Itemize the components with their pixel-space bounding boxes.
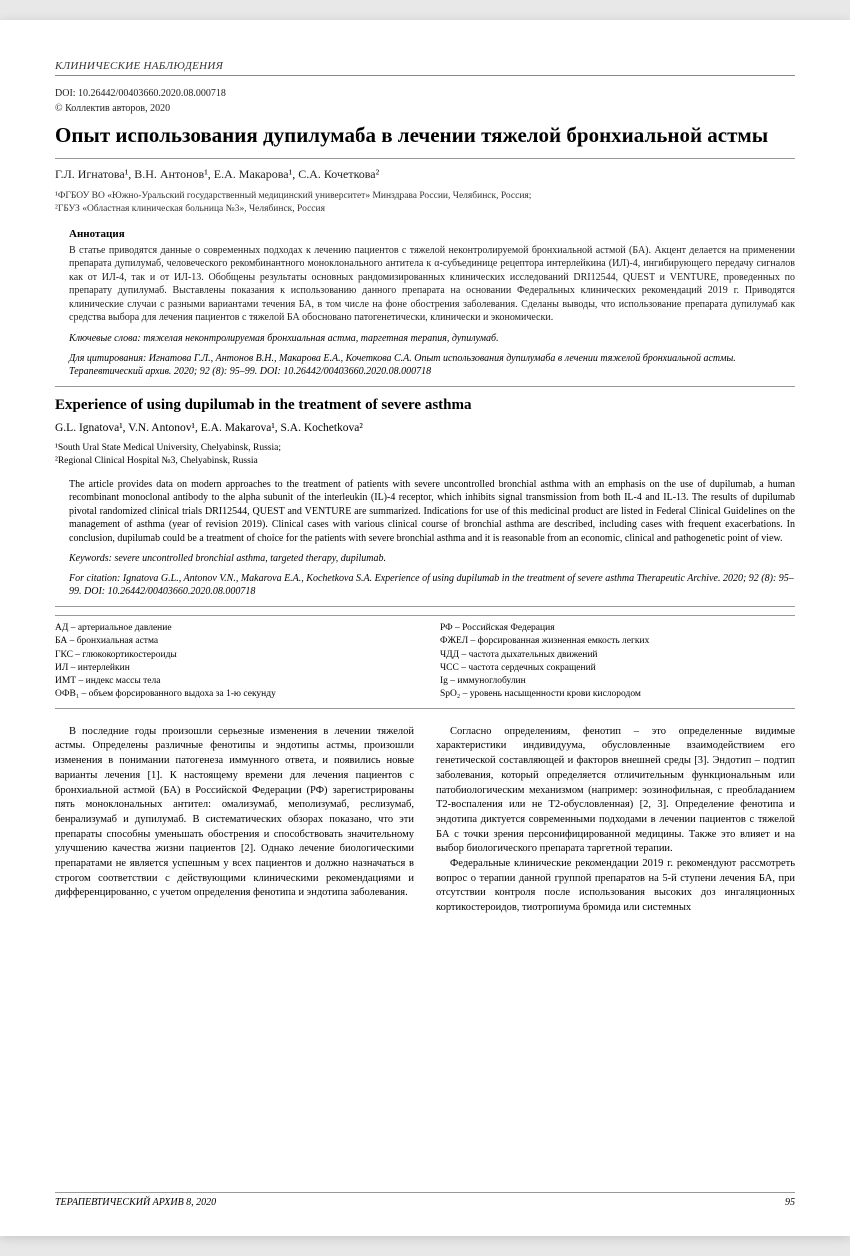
footer-page-number: 95 xyxy=(785,1197,795,1208)
body-paragraph: В последние годы произошли серьезные изм… xyxy=(55,725,414,901)
affil-line: ²Regional Clinical Hospital №3, Chelyabi… xyxy=(55,455,795,468)
affil-line: ²ГБУЗ «Областная клиническая больница №3… xyxy=(55,203,795,216)
page-footer: ТЕРАПЕВТИЧЕСКИЙ АРХИВ 8, 2020 95 xyxy=(55,1192,795,1208)
divider xyxy=(55,386,795,387)
keywords-ru: Ключевые слова: тяжелая неконтролируемая… xyxy=(55,333,795,344)
footer-journal: ТЕРАПЕВТИЧЕСКИЙ АРХИВ 8, 2020 xyxy=(55,1197,216,1208)
citation-en: For citation: Ignatova G.L., Antonov V.N… xyxy=(55,572,795,598)
affil-line: ¹South Ural State Medical University, Ch… xyxy=(55,442,795,455)
affil-line: ¹ФГБОУ ВО «Южно-Уральский государственны… xyxy=(55,190,795,203)
abstract-ru: В статье приводятся данные о современных… xyxy=(55,244,795,325)
abbrev-item: ЧДД – частота дыхательных движений xyxy=(440,649,795,662)
abbrev-item: ОФВ₁ – объем форсированного выдоха за 1-… xyxy=(55,688,410,701)
body-col-left: В последние годы произошли серьезные изм… xyxy=(55,725,414,916)
authors-ru: Г.Л. Игнатова¹, В.Н. Антонов¹, Е.А. Мака… xyxy=(55,167,795,182)
abbrev-item: ЧСС – частота сердечных сокращений xyxy=(440,662,795,675)
abstract-en: The article provides data on modern appr… xyxy=(55,478,795,546)
abbrev-item: ИМТ – индекс массы тела xyxy=(55,675,410,688)
abbrev-item: АД – артериальное давление xyxy=(55,622,410,635)
page: КЛИНИЧЕСКИЕ НАБЛЮДЕНИЯ DOI: 10.26442/004… xyxy=(0,20,850,1236)
keywords-en: Keywords: severe uncontrolled bronchial … xyxy=(55,553,795,564)
abbreviations-box: АД – артериальное давление БА – бронхиал… xyxy=(55,615,795,709)
divider xyxy=(55,606,795,607)
affiliations-ru: ¹ФГБОУ ВО «Южно-Уральский государственны… xyxy=(55,190,795,216)
title-ru: Опыт использования дупилумаба в лечении … xyxy=(55,122,795,148)
citation-ru: Для цитирования: Игнатова Г.Л., Антонов … xyxy=(55,352,795,378)
body-paragraph: Согласно определениям, фенотип – это опр… xyxy=(436,725,795,857)
abbrev-item: РФ – Российская Федерация xyxy=(440,622,795,635)
abbrev-item: Ig – иммуноглобулин xyxy=(440,675,795,688)
abbrev-item: SpO₂ – уровень насыщенности крови кислор… xyxy=(440,688,795,701)
section-header: КЛИНИЧЕСКИЕ НАБЛЮДЕНИЯ xyxy=(55,60,795,76)
divider xyxy=(55,158,795,159)
authors-en: G.L. Ignatova¹, V.N. Antonov¹, E.A. Maka… xyxy=(55,422,795,434)
body-col-right: Согласно определениям, фенотип – это опр… xyxy=(436,725,795,916)
copyright: © Коллектив авторов, 2020 xyxy=(55,103,795,114)
abbrev-item: ГКС – глюкокортикостероиды xyxy=(55,649,410,662)
body-text: В последние годы произошли серьезные изм… xyxy=(55,725,795,916)
abbrev-item: ИЛ – интерлейкин xyxy=(55,662,410,675)
doi: DOI: 10.26442/00403660.2020.08.000718 xyxy=(55,88,795,99)
affiliations-en: ¹South Ural State Medical University, Ch… xyxy=(55,442,795,468)
abstract-label-ru: Аннотация xyxy=(55,228,795,240)
abbrev-col-right: РФ – Российская Федерация ФЖЕЛ – форсиро… xyxy=(440,622,795,702)
abbrev-item: БА – бронхиальная астма xyxy=(55,635,410,648)
body-paragraph: Федеральные клинические рекомендации 201… xyxy=(436,857,795,916)
abbrev-col-left: АД – артериальное давление БА – бронхиал… xyxy=(55,622,410,702)
title-en: Experience of using dupilumab in the tre… xyxy=(55,397,795,414)
abbrev-item: ФЖЕЛ – форсированная жизненная емкость л… xyxy=(440,635,795,648)
